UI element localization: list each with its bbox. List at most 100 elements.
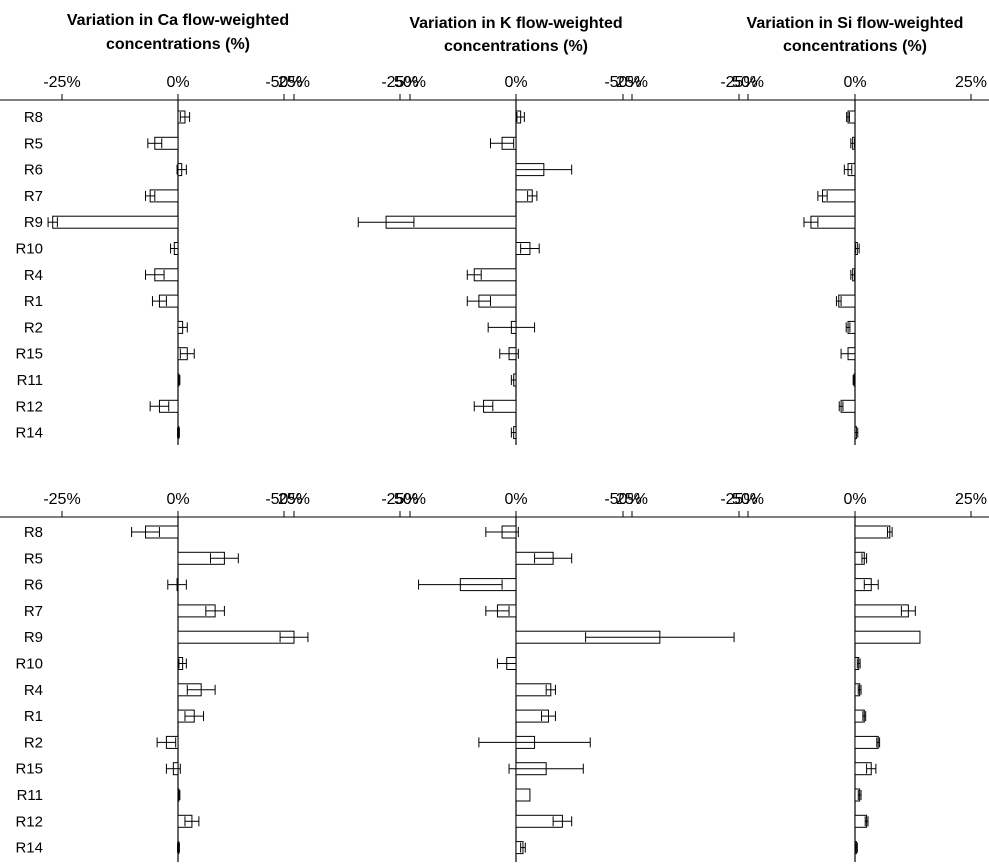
error-bar-r15 [179,348,195,359]
error-bar-r11 [177,375,181,385]
bar-r11 [515,788,531,802]
error-bar-r1 [835,296,842,307]
chart-title-line-1: Variation in Ca flow-weighted [67,12,289,29]
x-tick-label: -50% [604,74,641,91]
category-label-r6: R6 [24,577,43,594]
bar-r7 [854,604,909,618]
category-label-r12: R12 [15,813,43,830]
error-bar-r12 [473,401,494,412]
x-tick-label: 50% [394,74,426,91]
error-bar-r14 [177,427,180,438]
chart-title-line-2: concentrations (%) [444,38,588,55]
error-bar-r10 [170,243,179,254]
error-bar-r10 [496,658,517,669]
error-bar-r8 [516,112,525,122]
x-tick-label: 25% [955,491,987,508]
error-bar-r4 [857,684,862,695]
error-bar-r14 [854,427,859,438]
error-bar-r15 [866,763,877,774]
x-tick-label: -25% [720,491,757,508]
x-tick-label: 50% [732,491,764,508]
error-bar-r2 [156,737,177,748]
error-bar-r11 [852,375,856,385]
error-bar-r6 [843,164,853,175]
category-label-r9: R9 [24,214,43,231]
error-bar-r5 [209,553,239,564]
x-tick-label: -50% [604,491,641,508]
category-label-r11: R11 [17,372,43,389]
x-tick-label: 0% [504,74,527,91]
error-bar-r7 [527,190,538,201]
chart-panel-4: -50% -25% 0% 25% 50% R8 R5 R6 R7 R9 R10 R4 R1 R2 R15 R1… [0,491,426,862]
x-tick-label: -50% [265,491,302,508]
error-bar-r6 [418,579,503,590]
bar-r8 [854,525,891,539]
error-bar-r2 [845,322,851,333]
error-bar-r14 [510,427,517,438]
category-label-r4: R4 [24,682,43,699]
error-bar-r6 [167,579,187,590]
x-tick-label: 0% [166,74,189,91]
category-label-r12: R12 [15,398,43,415]
error-bar-r2 [487,322,536,333]
error-bar-r5 [534,553,573,564]
x-tick-label: 0% [843,491,866,508]
bar-r9 [854,630,921,644]
error-bar-r14 [177,842,180,853]
error-bar-r7 [817,190,828,201]
error-bar-r11 [510,375,517,385]
chart-title-line-2: concentrations (%) [783,38,927,55]
error-bar-r1 [862,711,867,722]
category-label-r11: R11 [17,787,43,804]
error-bar-r6 [515,164,573,175]
error-bar-r1 [151,296,167,307]
error-bar-r8 [485,527,519,537]
error-bar-r11 [177,790,181,800]
error-bar-r8 [131,527,160,537]
x-tick-label: -50% [265,74,302,91]
error-bar-r2 [876,737,881,748]
chart-panel-3: Variation in Si flow-weighted concentrati… [604,15,989,445]
error-bar-r5 [861,553,868,564]
bar-r9 [52,215,179,229]
bar-r4 [515,683,552,697]
error-bar-r4 [466,269,482,280]
error-bar-r7 [205,605,225,616]
category-label-r10: R10 [15,656,43,673]
chart-panel-6: -50% -25% 0% 25% 50% [604,491,989,862]
x-tick-label: -25% [43,491,80,508]
error-bar-r1 [466,296,491,307]
category-label-r1: R1 [24,708,43,725]
x-tick-label: 0% [504,491,527,508]
error-bar-r5 [489,138,515,149]
error-bar-r10 [178,658,187,669]
category-label-r14: R14 [15,840,43,857]
error-bar-r8 [179,112,191,122]
error-bar-r5 [850,138,856,149]
error-bar-r6 [863,579,879,590]
chart-title-line-1: Variation in Si flow-weighted [747,15,964,32]
error-bar-r12 [552,816,573,827]
category-label-r5: R5 [24,550,43,567]
bar-r2 [854,735,879,749]
error-bar-r10 [520,243,540,254]
x-tick-label: 0% [166,491,189,508]
chart-panel-5: -50% -25% 0% 25% 50% [265,491,764,862]
x-tick-label: 25% [616,491,648,508]
category-label-r2: R2 [24,319,43,336]
error-bar-r9 [585,632,735,643]
x-tick-label: -25% [720,74,757,91]
category-label-r8: R8 [24,109,43,126]
error-bar-r12 [184,816,200,827]
error-bar-r10 [856,658,861,669]
bar-r9 [177,630,295,644]
x-tick-label: 25% [955,74,987,91]
x-tick-label: -25% [43,74,80,91]
error-bar-r9 [279,632,309,643]
category-label-r15: R15 [15,761,43,778]
error-bar-r12 [149,401,170,412]
error-bar-r1 [541,711,556,722]
error-bar-r11 [857,790,862,800]
error-bar-r15 [840,348,856,359]
